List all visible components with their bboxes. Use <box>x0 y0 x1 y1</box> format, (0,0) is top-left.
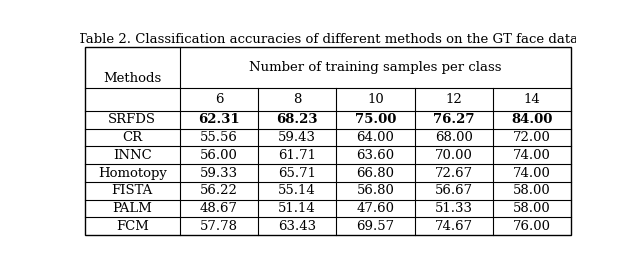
Text: 56.00: 56.00 <box>200 149 238 162</box>
Text: 6: 6 <box>214 93 223 106</box>
Text: 14: 14 <box>524 93 540 106</box>
Text: 72.67: 72.67 <box>435 167 473 180</box>
Text: 76.00: 76.00 <box>513 220 551 233</box>
Text: 69.57: 69.57 <box>356 220 394 233</box>
Text: 68.23: 68.23 <box>276 113 318 126</box>
Text: 59.33: 59.33 <box>200 167 238 180</box>
Text: 59.43: 59.43 <box>278 131 316 144</box>
Text: 56.22: 56.22 <box>200 184 238 197</box>
Text: 66.80: 66.80 <box>356 167 394 180</box>
Text: Number of training samples per class: Number of training samples per class <box>249 61 502 74</box>
Text: 12: 12 <box>445 93 462 106</box>
Text: 8: 8 <box>293 93 301 106</box>
Text: 56.67: 56.67 <box>435 184 473 197</box>
Text: 56.80: 56.80 <box>356 184 394 197</box>
Text: 61.71: 61.71 <box>278 149 316 162</box>
Text: 48.67: 48.67 <box>200 202 238 215</box>
Text: CR: CR <box>122 131 143 144</box>
Text: 75.00: 75.00 <box>355 113 396 126</box>
Text: 65.71: 65.71 <box>278 167 316 180</box>
Text: 63.43: 63.43 <box>278 220 316 233</box>
Text: 57.78: 57.78 <box>200 220 238 233</box>
Text: 70.00: 70.00 <box>435 149 472 162</box>
Text: INNC: INNC <box>113 149 152 162</box>
Text: Table 2. Classification accuracies of different methods on the GT face data: Table 2. Classification accuracies of di… <box>78 33 578 46</box>
Text: 63.60: 63.60 <box>356 149 394 162</box>
Text: Homotopy: Homotopy <box>98 167 167 180</box>
Text: 76.27: 76.27 <box>433 113 474 126</box>
Text: 55.56: 55.56 <box>200 131 238 144</box>
Text: 58.00: 58.00 <box>513 202 551 215</box>
Text: PALM: PALM <box>113 202 152 215</box>
Text: 62.31: 62.31 <box>198 113 240 126</box>
Text: 74.00: 74.00 <box>513 149 551 162</box>
Text: FISTA: FISTA <box>112 184 153 197</box>
Text: 74.00: 74.00 <box>513 167 551 180</box>
Text: 55.14: 55.14 <box>278 184 316 197</box>
Text: 51.14: 51.14 <box>278 202 316 215</box>
Text: 84.00: 84.00 <box>511 113 552 126</box>
Text: 72.00: 72.00 <box>513 131 551 144</box>
Text: 74.67: 74.67 <box>435 220 473 233</box>
Text: 64.00: 64.00 <box>356 131 394 144</box>
Text: SRFDS: SRFDS <box>108 113 156 126</box>
Text: 68.00: 68.00 <box>435 131 472 144</box>
Text: FCM: FCM <box>116 220 148 233</box>
Text: 47.60: 47.60 <box>356 202 394 215</box>
Text: Methods: Methods <box>103 72 161 85</box>
Text: 10: 10 <box>367 93 384 106</box>
Text: 58.00: 58.00 <box>513 184 551 197</box>
Text: 51.33: 51.33 <box>435 202 473 215</box>
